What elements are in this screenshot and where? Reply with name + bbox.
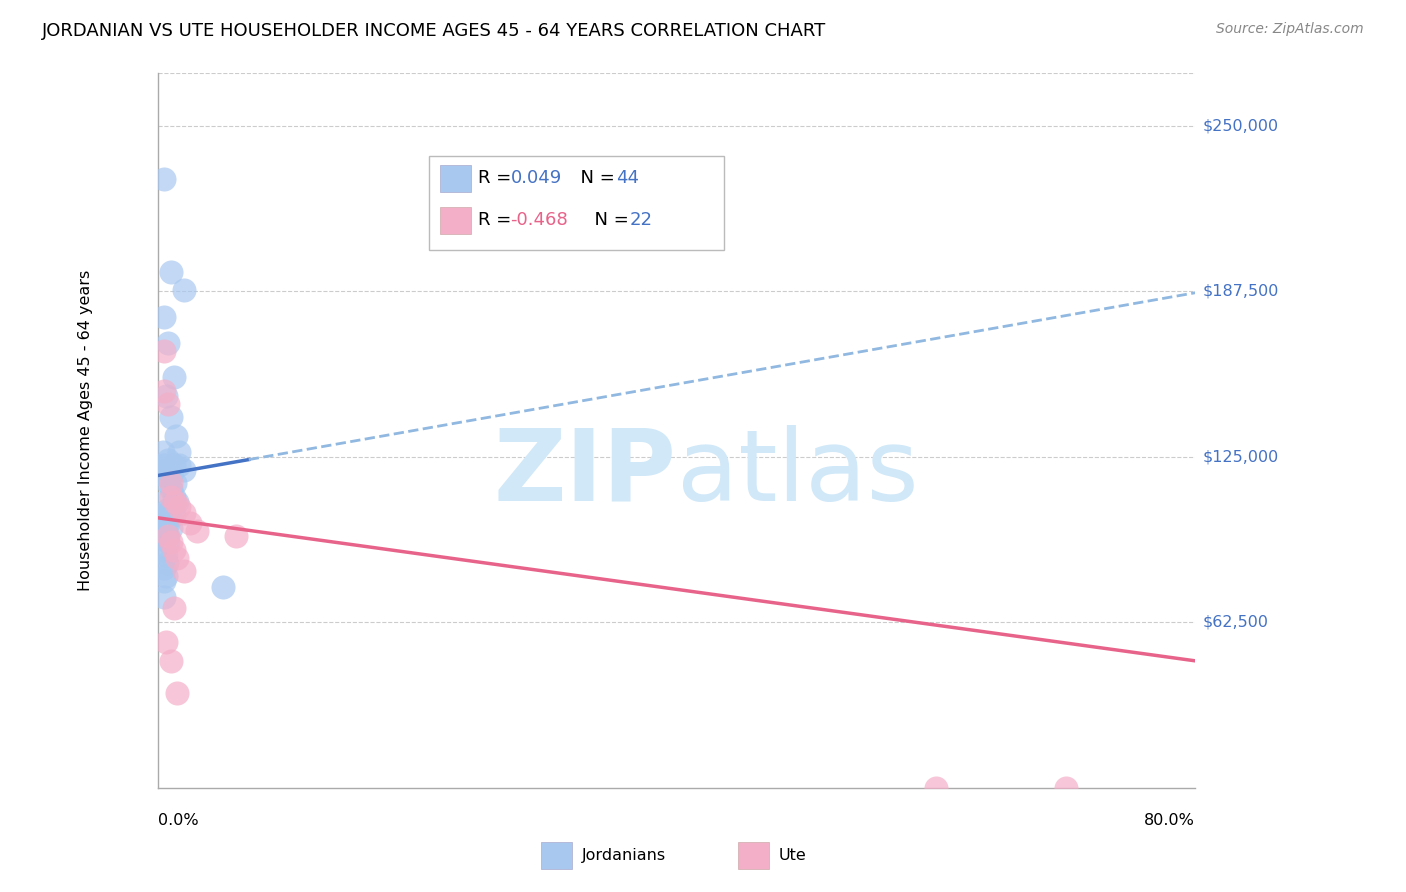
Point [166, 550, 188, 565]
Text: $187,500: $187,500 [1202, 284, 1278, 299]
Point [211, 580, 233, 594]
Point [157, 529, 180, 543]
Text: 22: 22 [630, 211, 652, 229]
Text: Jordanians: Jordanians [582, 848, 666, 863]
Point [179, 516, 201, 530]
Point [166, 495, 188, 509]
Text: 44: 44 [616, 169, 638, 187]
Point [156, 529, 179, 543]
Point [157, 516, 180, 530]
Point [155, 516, 177, 530]
Point [173, 283, 195, 297]
Point [157, 397, 180, 411]
Point [157, 476, 180, 491]
Point [160, 490, 183, 504]
Point [153, 458, 176, 472]
Point [155, 526, 177, 541]
Point [160, 410, 183, 425]
Point [156, 463, 179, 477]
Point [160, 534, 183, 549]
Point [160, 521, 183, 535]
Point [156, 556, 179, 570]
Point [225, 529, 247, 543]
Point [160, 482, 183, 496]
Text: R =: R = [478, 211, 517, 229]
Point [173, 463, 195, 477]
Point [157, 534, 180, 549]
Point [162, 370, 184, 384]
Point [162, 458, 184, 472]
Text: $62,500: $62,500 [1202, 615, 1268, 630]
Text: R =: R = [478, 169, 517, 187]
Point [167, 500, 190, 515]
Text: ZIP: ZIP [494, 425, 676, 522]
Text: Ute: Ute [779, 848, 807, 863]
Point [153, 591, 176, 605]
Point [152, 444, 174, 458]
Text: Source: ZipAtlas.com: Source: ZipAtlas.com [1216, 22, 1364, 37]
Point [163, 476, 186, 491]
Point [153, 172, 176, 186]
Point [153, 495, 176, 509]
Point [163, 495, 186, 509]
Point [173, 564, 195, 578]
Text: 80.0%: 80.0% [1144, 813, 1195, 828]
Point [167, 444, 190, 458]
Point [153, 508, 176, 523]
Point [173, 506, 195, 520]
Text: JORDANIAN VS UTE HOUSEHOLDER INCOME AGES 45 - 64 YEARS CORRELATION CHART: JORDANIAN VS UTE HOUSEHOLDER INCOME AGES… [42, 22, 827, 40]
Point [160, 476, 183, 491]
Point [153, 384, 176, 398]
Point [155, 635, 177, 649]
Point [165, 429, 187, 443]
Point [186, 524, 208, 538]
Point [153, 574, 176, 589]
Point [153, 310, 176, 324]
Text: N =: N = [569, 169, 621, 187]
Text: $250,000: $250,000 [1202, 119, 1278, 134]
Point [162, 542, 184, 557]
Point [153, 344, 176, 359]
Point [166, 685, 188, 699]
Point [162, 600, 184, 615]
Point [925, 780, 948, 795]
Point [153, 542, 176, 557]
Text: $125,000: $125,000 [1202, 450, 1278, 465]
Point [153, 521, 176, 535]
Text: N =: N = [583, 211, 636, 229]
Text: -0.468: -0.468 [510, 211, 568, 229]
Point [162, 508, 184, 523]
Text: atlas: atlas [676, 425, 918, 522]
Point [155, 548, 177, 562]
Text: 0.0%: 0.0% [157, 813, 198, 828]
Point [156, 503, 179, 517]
Point [159, 503, 181, 517]
Point [155, 569, 177, 583]
Point [160, 468, 183, 483]
Text: 0.049: 0.049 [510, 169, 561, 187]
Point [153, 468, 176, 483]
Point [167, 458, 190, 472]
Point [160, 654, 183, 668]
Text: Householder Income Ages 45 - 64 years: Householder Income Ages 45 - 64 years [79, 270, 93, 591]
Point [157, 336, 180, 351]
Point [153, 561, 176, 575]
Point [157, 452, 180, 467]
Point [1054, 780, 1077, 795]
Point [155, 389, 177, 403]
Point [160, 264, 183, 278]
Point [162, 490, 184, 504]
